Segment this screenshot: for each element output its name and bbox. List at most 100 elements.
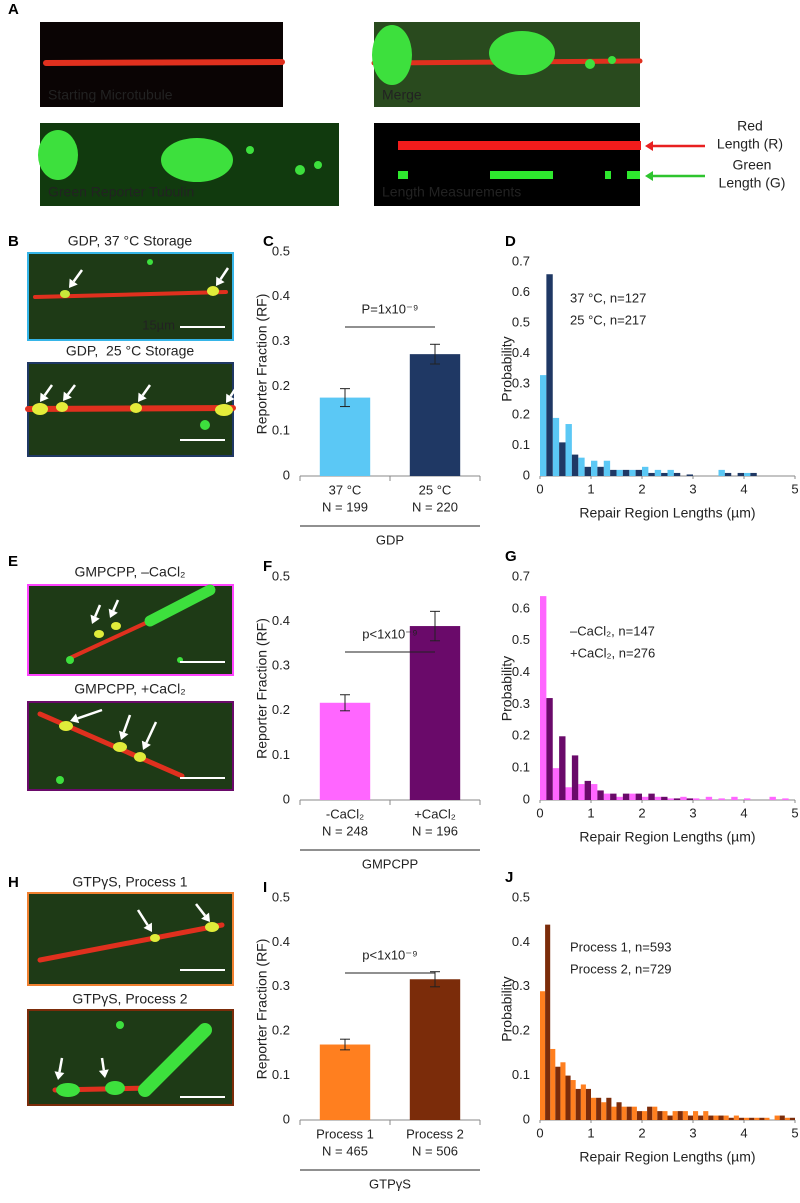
histogram-bar bbox=[750, 472, 757, 476]
arrow-head bbox=[201, 912, 210, 922]
arrow-head bbox=[645, 141, 653, 151]
bar bbox=[409, 626, 461, 800]
green-spot bbox=[585, 59, 595, 69]
panel-letter: F bbox=[263, 558, 272, 575]
panel-letter: A bbox=[8, 1, 19, 18]
histogram-bar bbox=[744, 1117, 750, 1120]
y-tick-label: 0.5 bbox=[512, 632, 530, 647]
histogram-bar bbox=[677, 1111, 683, 1120]
histogram-bar bbox=[559, 736, 566, 800]
legend-label: 25 °C, n=217 bbox=[570, 312, 646, 327]
y-tick-label: 0.1 bbox=[512, 1067, 530, 1082]
arrow bbox=[136, 909, 149, 926]
green-spot bbox=[59, 721, 73, 731]
arrow-head bbox=[645, 171, 653, 181]
x-tick-label: 0 bbox=[536, 481, 543, 496]
x-tick-label: 2 bbox=[638, 1125, 645, 1140]
histogram-bar bbox=[603, 793, 611, 800]
arrow-head bbox=[108, 608, 118, 618]
x-tick-label: Process 2 bbox=[406, 1126, 464, 1141]
histogram-bar bbox=[724, 472, 732, 476]
arrow bbox=[112, 599, 120, 612]
histogram-bar bbox=[667, 469, 674, 476]
histogram-bar bbox=[782, 798, 789, 800]
arrow-head bbox=[40, 392, 49, 402]
green-spot bbox=[105, 1081, 125, 1095]
histogram-bar bbox=[648, 472, 655, 476]
y-tick-label: 0.1 bbox=[272, 423, 290, 438]
histogram-bar bbox=[578, 784, 585, 800]
y-tick-label: 0 bbox=[283, 1111, 290, 1126]
histogram-bar bbox=[622, 469, 630, 476]
histogram-bar bbox=[703, 1111, 709, 1120]
y-tick-label: 0.5 bbox=[512, 315, 530, 330]
histogram-bar bbox=[591, 1097, 597, 1120]
histogram-bar bbox=[737, 472, 744, 476]
panel-letter: J bbox=[505, 869, 513, 886]
histogram-bar bbox=[550, 1048, 556, 1120]
histogram-bar bbox=[648, 793, 655, 800]
y-axis-title: Reporter Fraction (RF) bbox=[254, 618, 270, 759]
microtubule bbox=[68, 619, 152, 660]
image-caption: Merge bbox=[382, 87, 422, 103]
y-tick-label: 0.3 bbox=[272, 658, 290, 673]
arrow bbox=[77, 708, 103, 720]
x-tick-label: 3 bbox=[689, 1125, 696, 1140]
microtubule bbox=[43, 59, 285, 66]
histogram-bar bbox=[597, 466, 604, 476]
histogram-bar bbox=[560, 1062, 566, 1120]
arrow bbox=[66, 384, 77, 396]
x-tick-label: -CaCl₂ bbox=[326, 806, 364, 821]
histogram-bar bbox=[759, 1117, 765, 1120]
histogram-bar bbox=[654, 796, 662, 800]
significance-label: p<1x10⁻⁹ bbox=[362, 626, 417, 641]
x-tick-label: 0 bbox=[536, 1125, 543, 1140]
histogram-bar bbox=[728, 1117, 734, 1120]
count-label: N = 506 bbox=[412, 1143, 458, 1158]
histogram-bar bbox=[784, 1117, 790, 1120]
x-tick-label: 2 bbox=[638, 805, 645, 820]
green-spot bbox=[56, 402, 68, 412]
histogram-bar bbox=[642, 796, 649, 800]
green-spot bbox=[134, 752, 146, 762]
histogram-bar bbox=[596, 1097, 602, 1120]
panel-letter: G bbox=[505, 548, 517, 565]
histogram-bar bbox=[744, 798, 751, 800]
green-length bbox=[398, 171, 408, 179]
legend-label: +CaCl₂, n=276 bbox=[570, 645, 655, 660]
histogram-bar bbox=[575, 1088, 581, 1120]
histogram-bar bbox=[578, 457, 585, 476]
x-tick-label: 4 bbox=[740, 1125, 747, 1140]
x-tick-label: +CaCl₂ bbox=[414, 806, 456, 821]
image-caption: GMPCPP, –CaCl₂ bbox=[75, 564, 186, 580]
x-tick-label: 3 bbox=[689, 481, 696, 496]
y-tick-label: 0.4 bbox=[512, 664, 530, 679]
histogram-bar bbox=[662, 1111, 668, 1120]
green-spot bbox=[246, 146, 254, 154]
histogram-bar bbox=[621, 1106, 627, 1120]
group-label: GDP bbox=[376, 532, 404, 547]
green-length bbox=[490, 171, 553, 179]
green-spot bbox=[56, 1083, 80, 1097]
y-tick-label: 0.7 bbox=[512, 568, 530, 583]
green-spot bbox=[66, 656, 74, 664]
arrow-head bbox=[98, 1069, 109, 1078]
green-spot bbox=[56, 776, 64, 784]
histogram-bar bbox=[571, 454, 579, 476]
green-spot bbox=[205, 922, 219, 932]
y-tick-label: 0 bbox=[283, 791, 290, 806]
image-caption: GDP, 37 °C Storage bbox=[68, 233, 193, 249]
green-segment bbox=[138, 1023, 212, 1097]
histogram-bar bbox=[584, 780, 591, 800]
histogram-bar bbox=[552, 417, 560, 476]
panel-letter: E bbox=[8, 553, 18, 570]
legend-label: 37 °C, n=127 bbox=[570, 290, 646, 305]
x-tick-label: 1 bbox=[587, 805, 594, 820]
y-tick-label: 0.1 bbox=[272, 747, 290, 762]
histogram-bar bbox=[738, 1117, 744, 1120]
arrow bbox=[72, 269, 84, 283]
y-tick-label: 0.4 bbox=[272, 934, 290, 949]
bar bbox=[319, 397, 371, 476]
histogram-bar bbox=[779, 1115, 785, 1120]
